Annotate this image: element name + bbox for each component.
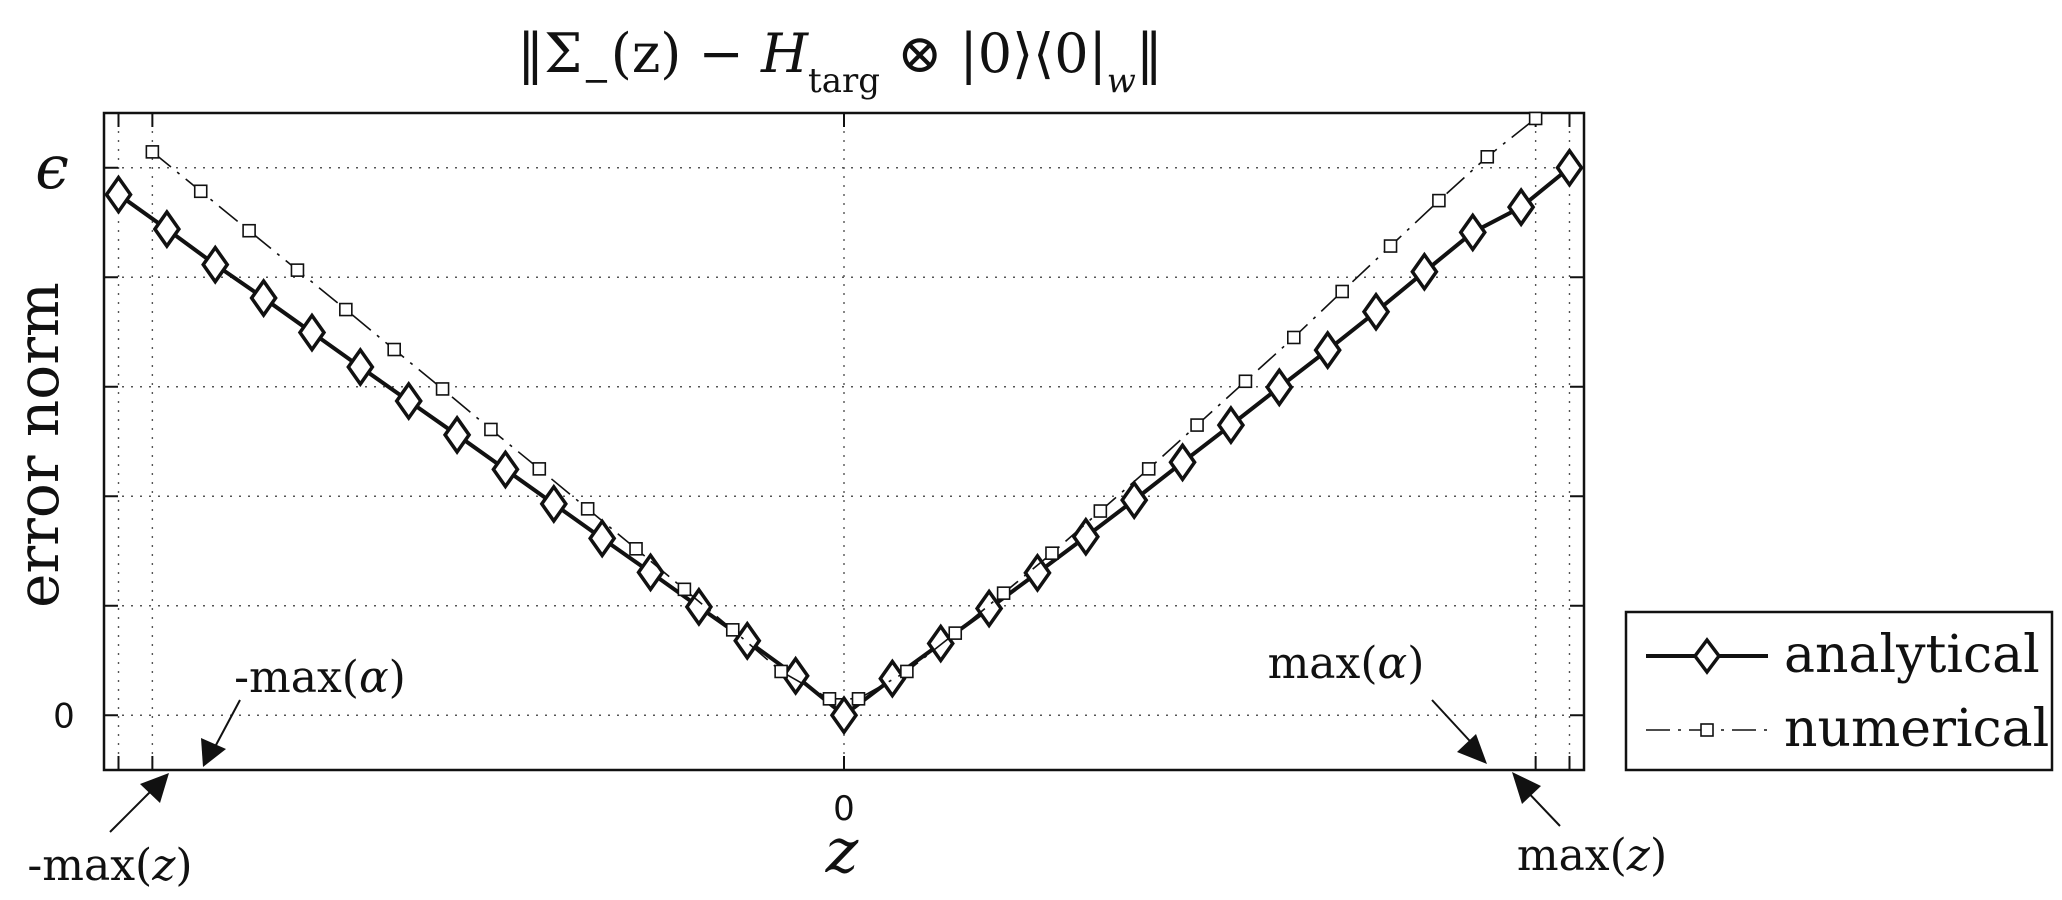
marker-numerical-13 [774,664,788,679]
marker-analytical-0 [104,174,133,215]
x-tick-label-0: 0 [833,789,855,829]
marker-numerical-0 [145,145,160,159]
marker-analytical-4 [297,312,327,353]
x-axis-label: z [825,814,859,887]
marker-analytical-23 [1216,405,1246,446]
marker-analytical-22 [1168,442,1197,483]
legend: analytical numerical [1624,610,2054,772]
arrow-max-alpha [1431,699,1487,764]
arrow-neg-max-z [109,773,169,833]
legend-box [1624,610,2054,772]
marker-numerical-3 [290,263,305,277]
marker-numerical-5 [387,342,401,357]
axis-ticks [104,113,1584,770]
y-tick-label-0: 0 [53,696,75,736]
marker-numerical-4 [339,302,353,317]
marker-numerical-7 [484,422,498,437]
marker-numerical-27 [1432,193,1446,208]
marker-analytical-29 [1506,187,1536,228]
marker-numerical-25 [1335,284,1349,299]
marker-numerical-22 [1190,418,1204,432]
marker-analytical-6 [394,380,423,422]
marker-analytical-26 [1361,291,1391,332]
marker-analytical-11 [636,552,665,593]
chart-title: ‖Σ−(z) − Htarg ⊗ |0⟩⟨0|w‖ [517,22,1163,101]
marker-numerical-11 [677,582,692,597]
arrow-neg-max-alpha [201,699,241,767]
marker-numerical-28 [1480,150,1495,164]
marker-numerical-16 [900,664,914,679]
tick-labels: 0 0 ϵ [35,133,855,829]
marker-numerical-15 [851,692,866,706]
marker-numerical-18 [996,586,1011,600]
annotation-neg-max-z: -max(z) [27,840,192,891]
annotation-neg-max-alpha: -max(α) [234,652,406,703]
marker-numerical-21 [1141,462,1156,476]
series-layer [104,111,1584,736]
marker-analytical-20 [1071,516,1100,557]
legend-label-numerical: numerical [1784,699,2049,759]
marker-analytical-30 [1555,147,1584,188]
marker-analytical-9 [539,483,568,524]
y-tick-label-1: ϵ [35,133,69,203]
marker-numerical-10 [629,542,643,556]
marker-analytical-7 [442,414,472,455]
marker-analytical-12 [684,586,714,627]
marker-analytical-19 [1023,552,1052,593]
marker-numerical-29 [1528,111,1543,126]
arrow-max-z [1512,772,1561,827]
marker-numerical-17 [948,626,963,640]
annotation-max-z: max(z) [1517,830,1667,881]
marker-analytical-15 [829,695,859,736]
marker-analytical-27 [1410,251,1439,292]
legend-entry-numerical: numerical [1646,699,2049,759]
marker-analytical-5 [346,347,375,388]
legend-entry-analytical: analytical [1646,625,2040,685]
marker-analytical-21 [1120,480,1149,521]
marker-numerical-23 [1238,374,1253,389]
marker-analytical-10 [588,518,617,559]
marker-numerical-24 [1287,330,1301,345]
series-numerical [145,111,1543,706]
marker-analytical-3 [249,278,278,319]
marker-numerical-2 [242,223,256,238]
legend-label-analytical: analytical [1784,625,2040,685]
y-axis-label: error norm [4,282,72,608]
marker-numerical-14 [822,692,837,706]
marker-numerical-26 [1383,239,1398,253]
grid-lines [104,113,1584,770]
marker-numerical-20 [1093,504,1108,518]
marker-numerical-9 [580,502,595,516]
marker-numerical-12 [725,623,740,637]
legend-diamond-marker [1692,637,1722,675]
series-analytical [104,147,1584,736]
marker-numerical-19 [1045,546,1059,560]
marker-numerical-6 [435,382,450,396]
legend-square-marker [1700,723,1714,737]
marker-analytical-24 [1265,367,1294,408]
annotations: -max(α) max(α) -max(z) max(z) [27,638,1667,891]
marker-analytical-18 [974,588,1004,629]
marker-numerical-8 [532,462,547,476]
marker-analytical-25 [1313,330,1342,371]
marker-numerical-1 [193,184,208,199]
marker-analytical-8 [491,449,520,490]
marker-analytical-2 [201,244,230,285]
series-line-numerical [151,117,1537,700]
annotation-max-alpha: max(α) [1268,638,1425,689]
marker-analytical-28 [1458,212,1487,253]
marker-analytical-1 [152,209,182,250]
